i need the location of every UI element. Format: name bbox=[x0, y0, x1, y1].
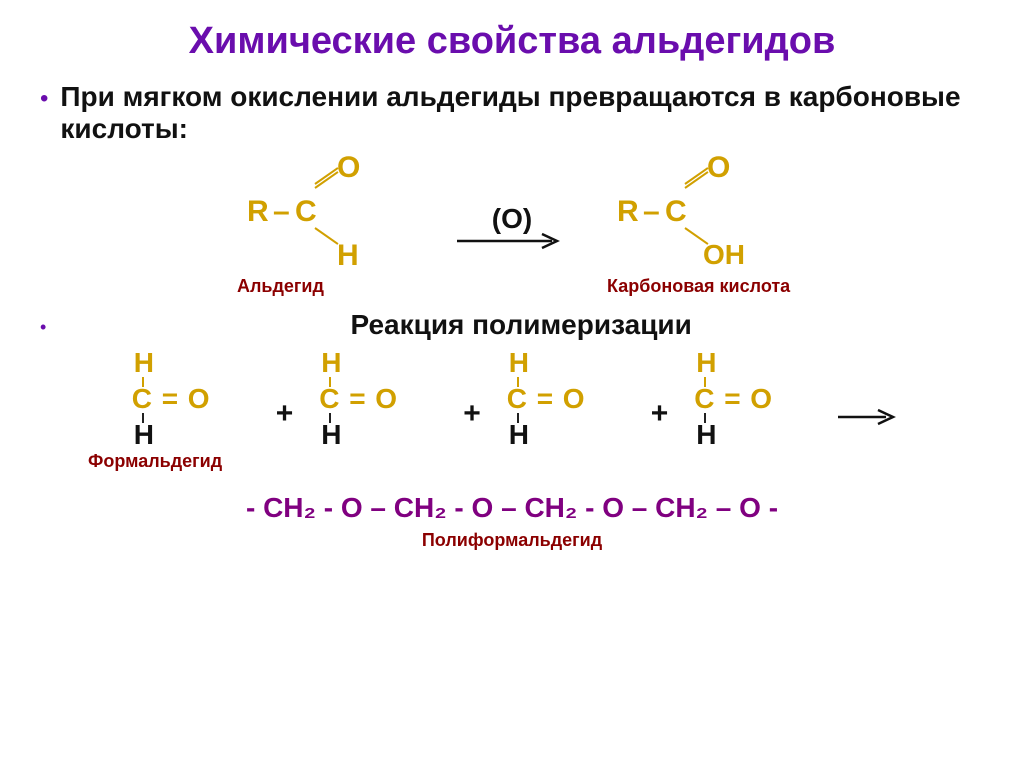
atom-c: C bbox=[694, 383, 714, 415]
acid-label: Карбоновая кислота bbox=[607, 276, 807, 297]
double-bond-eq: = bbox=[162, 383, 178, 415]
atom-c: C bbox=[132, 383, 152, 415]
plus-sign: + bbox=[276, 397, 294, 431]
atom-c: C bbox=[295, 195, 317, 229]
atom-h-top: H bbox=[509, 347, 529, 379]
atom-o: O bbox=[563, 383, 585, 415]
atom-h-bot: H bbox=[509, 419, 529, 451]
atom-o: O bbox=[707, 151, 730, 185]
atom-h-bot: H bbox=[696, 419, 716, 451]
double-bond-eq: = bbox=[724, 383, 740, 415]
product-formula: - CH₂ - O – CH₂ - O – CH₂ - O – CH₂ – O … bbox=[40, 492, 984, 524]
atom-h-top: H bbox=[321, 347, 341, 379]
bullet-dot: • bbox=[40, 317, 46, 338]
double-bond bbox=[685, 185, 713, 187]
reaction-arrow-block: (O) bbox=[457, 203, 567, 251]
double-bond bbox=[315, 185, 343, 187]
acid-structure: R – C O OH Карбоновая кислота bbox=[607, 153, 787, 273]
formaldehyde-label: Формальдегид bbox=[88, 451, 984, 472]
polymerization-reaction: H C = O H + H C = O H + H C = O H + H C … bbox=[40, 349, 984, 449]
monomer-1: H C = O H bbox=[126, 349, 256, 449]
bullet-1-text: При мягком окислении альдегиды превращаю… bbox=[60, 81, 984, 145]
atom-c: C bbox=[507, 383, 527, 415]
polymerization-title: Реакция полимеризации bbox=[58, 309, 984, 341]
atom-o: O bbox=[750, 383, 772, 415]
group-r: R bbox=[247, 195, 269, 229]
atom-h-bot: H bbox=[321, 419, 341, 451]
oxidation-reaction: R – C O H Альдегид (O) R – C O OH Карбон… bbox=[40, 153, 984, 273]
double-bond-eq: = bbox=[537, 383, 553, 415]
atom-h-top: H bbox=[134, 347, 154, 379]
atom-h-bot: H bbox=[134, 419, 154, 451]
atom-c: C bbox=[319, 383, 339, 415]
product-label: Полиформальдегид bbox=[40, 530, 984, 551]
bullet-1: • При мягком окислении альдегиды превращ… bbox=[40, 81, 984, 145]
atom-h-top: H bbox=[696, 347, 716, 379]
plus-sign: + bbox=[463, 397, 481, 431]
arrow-icon bbox=[457, 231, 567, 251]
monomer-3: H C = O H bbox=[501, 349, 631, 449]
plus-sign: + bbox=[651, 397, 669, 431]
single-bond bbox=[314, 228, 338, 246]
bullet-dot: • bbox=[40, 85, 48, 113]
monomer-4: H C = O H bbox=[688, 349, 818, 449]
bullet-2: • Реакция полимеризации bbox=[40, 309, 984, 341]
group-oh: OH bbox=[703, 239, 745, 271]
atom-o: O bbox=[375, 383, 397, 415]
slide-title: Химические свойства альдегидов bbox=[40, 20, 984, 63]
atom-o: O bbox=[188, 383, 210, 415]
bond-dash: – bbox=[273, 195, 290, 229]
atom-o: O bbox=[337, 151, 360, 185]
arrow-icon bbox=[838, 407, 898, 427]
aldehyde-structure: R – C O H Альдегид bbox=[237, 153, 417, 273]
bond-dash: – bbox=[643, 195, 660, 229]
group-r: R bbox=[617, 195, 639, 229]
double-bond-eq: = bbox=[349, 383, 365, 415]
atom-c: C bbox=[665, 195, 687, 229]
aldehyde-label: Альдегид bbox=[237, 276, 437, 297]
atom-h: H bbox=[337, 239, 359, 273]
monomer-2: H C = O H bbox=[313, 349, 443, 449]
